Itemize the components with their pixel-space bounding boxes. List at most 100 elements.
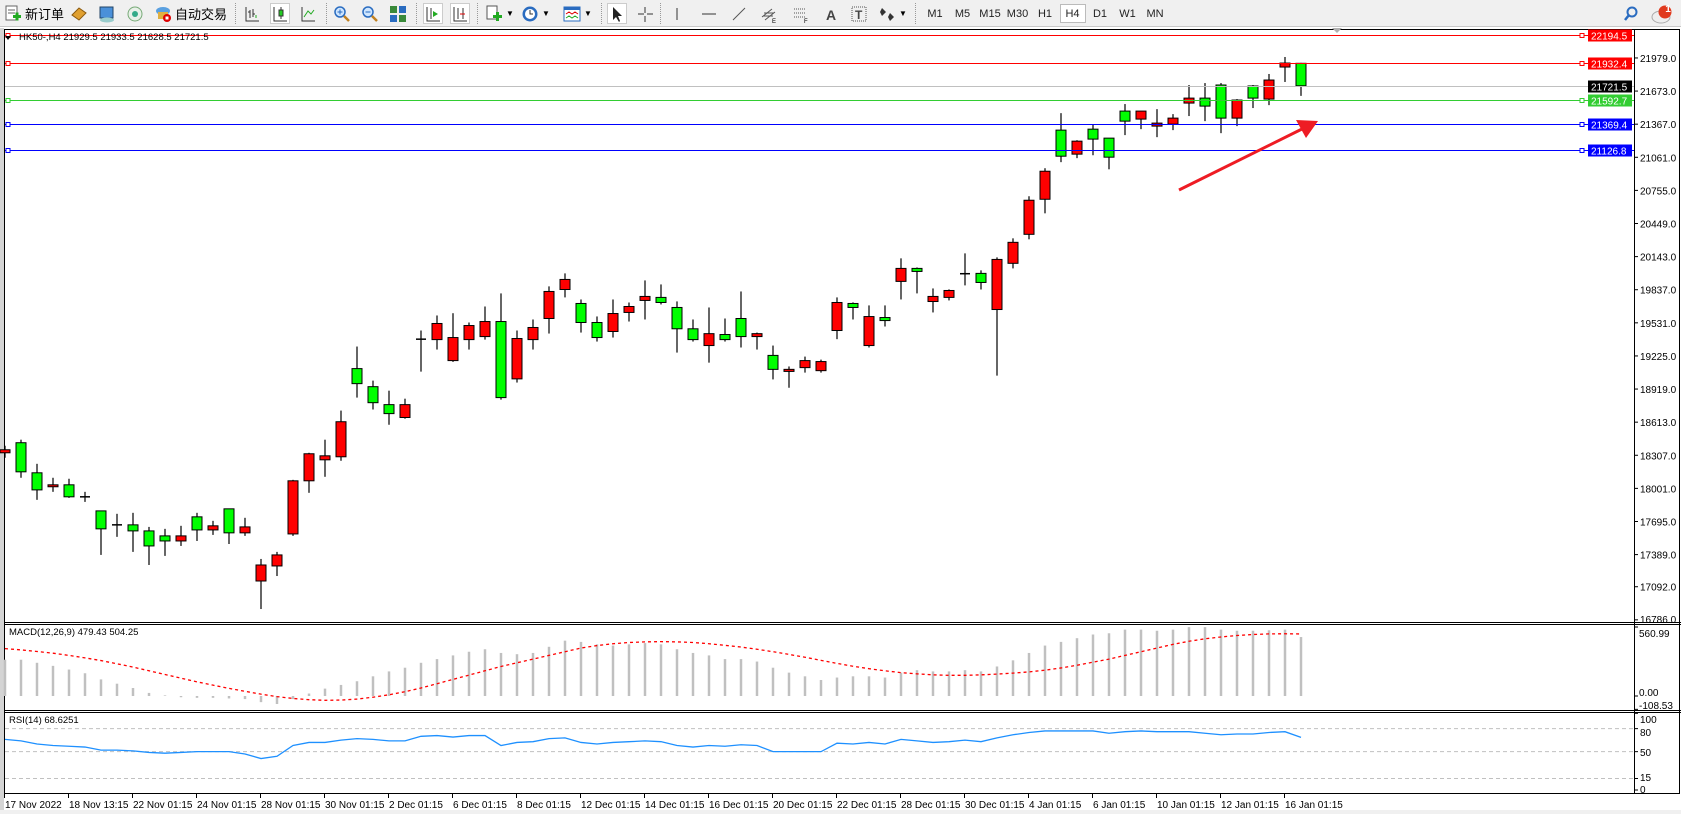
candle	[687, 319, 699, 342]
vertical-line-button[interactable]	[668, 3, 686, 24]
candle	[831, 297, 843, 340]
text-button[interactable]: A	[822, 3, 840, 24]
navigator-icon	[126, 5, 144, 23]
status-strip	[0, 810, 1681, 814]
auto-trading-button[interactable]: 自动交易	[154, 3, 227, 24]
candle-body	[303, 453, 315, 482]
periods-button[interactable]: ▼	[521, 3, 550, 24]
trendline-button[interactable]	[730, 3, 748, 24]
timeframe-h4[interactable]: H4	[1059, 4, 1086, 23]
zoom-out-button[interactable]	[361, 3, 379, 24]
annotation-arrow[interactable]	[1178, 120, 1318, 192]
chart-shift-button[interactable]	[450, 3, 470, 24]
candlestick-button[interactable]	[270, 3, 290, 24]
candle-body	[255, 564, 267, 582]
candle-body	[1199, 97, 1211, 107]
candle	[960, 253, 970, 286]
cursor-button[interactable]	[607, 3, 627, 24]
candle	[1119, 104, 1131, 136]
market-watch-button[interactable]	[70, 3, 88, 24]
macd-tick-label: -108.53	[1639, 701, 1673, 712]
timeframe-h1[interactable]: H1	[1037, 7, 1053, 20]
candle	[495, 293, 507, 400]
price-tick-label: 21367.0	[1640, 120, 1677, 131]
timeframe-m15[interactable]: M15	[979, 7, 1001, 20]
candle-body	[1103, 137, 1115, 158]
arrows-button[interactable]: ▼	[878, 3, 907, 24]
price-line-label: 21932.4	[1591, 60, 1628, 71]
bar-chart-button[interactable]	[243, 3, 261, 24]
candle-body	[1215, 84, 1227, 119]
candle	[1135, 110, 1147, 130]
rsi-tick-label: 0	[1640, 785, 1646, 796]
line-anchor[interactable]	[5, 122, 11, 127]
dropdown-caret-icon: ▼	[506, 9, 514, 18]
data-window-button[interactable]	[98, 3, 116, 24]
text-label-button[interactable]: T	[850, 3, 868, 24]
candle-body	[239, 526, 251, 534]
timeframe-m1[interactable]: M1	[927, 7, 943, 20]
rsi-tick-label: 15	[1640, 773, 1652, 784]
candle-body	[1295, 62, 1307, 87]
line-anchor[interactable]	[1579, 98, 1585, 103]
candle-body	[1071, 140, 1083, 155]
candle-body	[1247, 85, 1259, 99]
indicators-button[interactable]: ▼	[485, 3, 514, 24]
auto-scroll-button[interactable]	[423, 3, 443, 24]
chart-shift-marker-icon[interactable]	[1332, 28, 1342, 33]
horizontal-line-button[interactable]	[700, 3, 718, 24]
candle-body	[191, 516, 203, 531]
zoom-in-button[interactable]	[333, 3, 351, 24]
templates-button[interactable]: ▼	[563, 3, 592, 24]
candle	[527, 319, 539, 350]
new-order-button[interactable]: 新订单	[4, 3, 64, 24]
line-anchor[interactable]	[1579, 33, 1585, 38]
timeframe-w1[interactable]: W1	[1119, 7, 1136, 20]
navigator-button[interactable]	[126, 3, 144, 24]
timeframe-m5[interactable]: M5	[954, 7, 971, 20]
chart-menu-triangle-icon[interactable]	[5, 36, 11, 40]
line-chart-button[interactable]	[299, 3, 317, 24]
crosshair-button[interactable]	[636, 3, 654, 24]
candle	[783, 366, 795, 388]
line-anchor[interactable]	[5, 148, 11, 153]
line-anchor[interactable]	[1579, 61, 1585, 66]
candle	[463, 322, 475, 350]
auto-scroll-icon	[424, 5, 442, 23]
candle	[239, 517, 251, 536]
dropdown-caret-icon: ▼	[584, 9, 592, 18]
toolbar: 新订单 自动交易 ▼ ▼ ▼ E F A T ▼ M1 M5 M15 M30 H1 H4 D…	[0, 0, 1681, 27]
candle	[895, 258, 907, 300]
horizontal-line-icon	[700, 5, 718, 23]
price-tick-label: 17092.0	[1640, 583, 1677, 594]
tile-windows-button[interactable]	[389, 3, 407, 24]
time-label: 20 Dec 01:15	[773, 800, 833, 811]
horizontal-lines[interactable]: 22194.5 21932.4 21721.5 21592.7 21369.4 21126…	[5, 29, 1634, 158]
time-label: 28 Dec 01:15	[901, 800, 961, 811]
rsi-tick-label: 50	[1640, 748, 1652, 759]
candle	[799, 356, 811, 373]
candle	[63, 478, 75, 498]
candle	[159, 528, 171, 556]
line-anchor[interactable]	[5, 61, 11, 66]
text-label-icon: T	[850, 5, 868, 23]
search-button[interactable]	[1622, 3, 1640, 24]
candle-body	[687, 328, 699, 341]
fibonacci-button[interactable]: F	[792, 3, 810, 25]
timeframe-d1[interactable]: D1	[1092, 7, 1108, 20]
templates-icon	[563, 5, 581, 23]
line-anchor[interactable]	[5, 98, 11, 103]
toolbar-separator	[915, 3, 917, 24]
candle-body	[543, 290, 555, 320]
line-anchor[interactable]	[1579, 148, 1585, 153]
candle-body	[607, 313, 619, 332]
candle-body	[1007, 241, 1019, 264]
price-tick-label: 20449.0	[1640, 220, 1677, 231]
equidistant-channel-button[interactable]: E	[760, 3, 778, 25]
timeframe-m30[interactable]: M30	[1006, 7, 1029, 20]
line-anchor[interactable]	[1579, 122, 1585, 127]
price-line-label: 21721.5	[1591, 83, 1628, 94]
timeframe-mn[interactable]: MN	[1146, 7, 1164, 20]
notification-button[interactable]: 1	[1650, 3, 1674, 24]
